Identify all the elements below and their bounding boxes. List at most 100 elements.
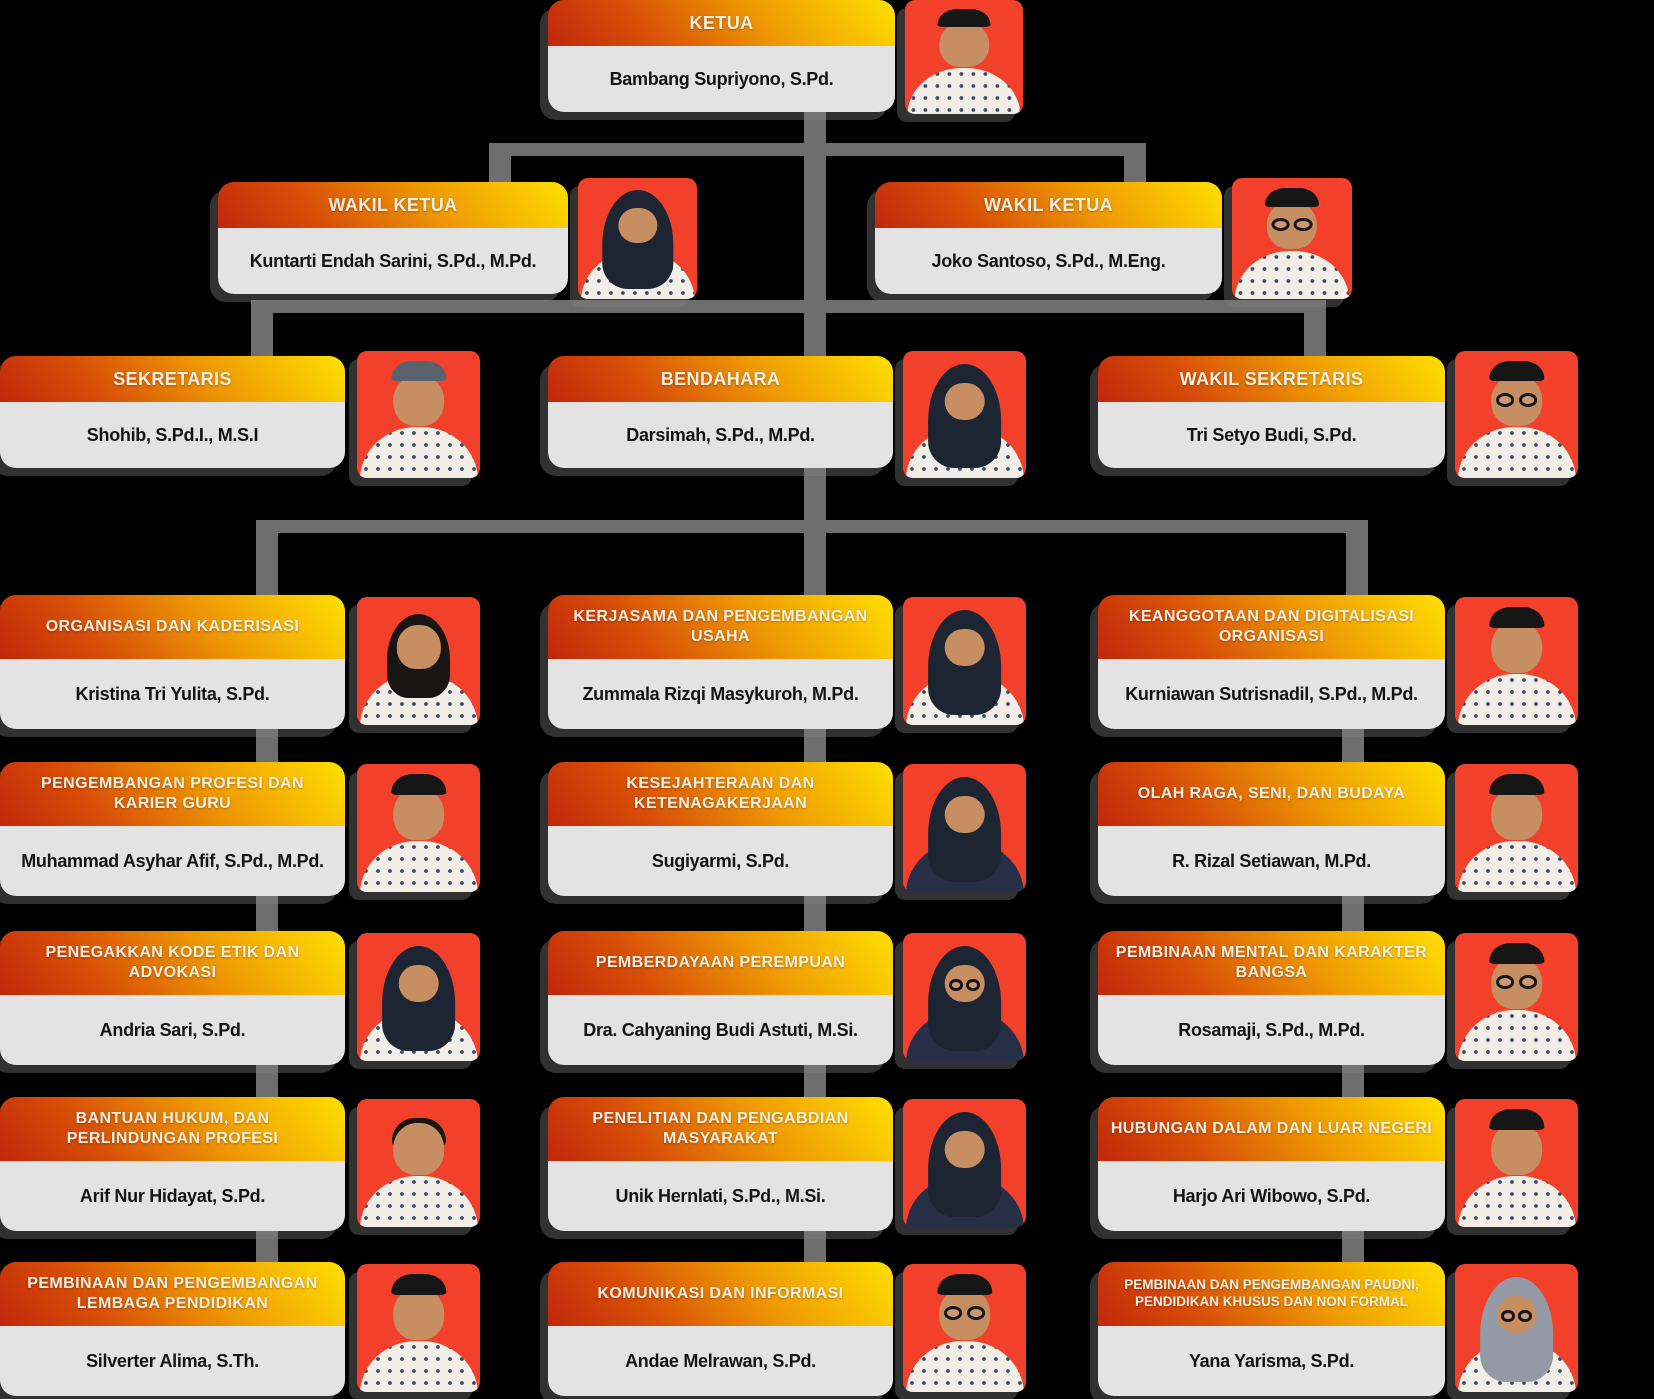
member-name: Darsimah, S.Pd., M.Pd.	[548, 402, 893, 468]
role-header: KERJASAMA DAN PENGEMBANGAN USAHA	[548, 595, 893, 659]
member-name: Muhammad Asyhar Afif, S.Pd., M.Pd.	[0, 826, 345, 896]
connector	[1342, 890, 1364, 936]
member-name: Kristina Tri Yulita, S.Pd.	[0, 659, 345, 729]
node-organisasi-kaderisasi: ORGANISASI DAN KADERISASI Kristina Tri Y…	[0, 595, 345, 729]
photo-shohib	[357, 351, 480, 478]
photo-andria-sari	[357, 933, 480, 1061]
avatar-face	[1490, 1123, 1543, 1175]
member-name: Shohib, S.Pd.I., M.S.I	[0, 402, 345, 468]
member-name: Yana Yarisma, S.Pd.	[1098, 1326, 1445, 1396]
member-name: Bambang Supriyono, S.Pd.	[548, 46, 895, 112]
peci-cap-icon	[1488, 607, 1545, 628]
peci-cap-icon	[937, 9, 991, 28]
connector	[251, 300, 273, 360]
member-name: Dra. Cahyaning Budi Astuti, M.Si.	[548, 995, 893, 1065]
node-pemberdayaan-perempuan: PEMBERDAYAAN PEREMPUAN Dra. Cahyaning Bu…	[548, 931, 893, 1065]
avatar-face	[396, 625, 441, 669]
avatar-face	[939, 21, 989, 68]
photo-muhammad-asyhar-afif	[357, 764, 480, 892]
role-header: KESEJAHTERAAN DAN KETENAGAKERJAAN	[548, 762, 893, 826]
role-header: PEMBINAAN DAN PENGEMBANGAN LEMBAGA PENDI…	[0, 1262, 345, 1326]
avatar-face	[1490, 621, 1543, 673]
node-paudni-nonformal: PEMBINAAN DAN PENGEMBANGAN PAUDNI, PENDI…	[1098, 1262, 1445, 1396]
connector	[804, 720, 826, 768]
avatar-face	[1490, 788, 1543, 840]
role-header: PENEGAKKAN KODE ETIK DAN ADVOKASI	[0, 931, 345, 995]
photo-sugiyarmi	[903, 764, 1026, 892]
role-header: PENELITIAN DAN PENGABDIAN MASYARAKAT	[548, 1097, 893, 1161]
peci-cap-icon	[1488, 774, 1545, 795]
peci-cap-icon	[1488, 361, 1545, 382]
connector	[256, 1060, 278, 1102]
role-header: KEANGGOTAAN DAN DIGITALISASI ORGANISASI	[1098, 595, 1445, 659]
avatar-torso	[1457, 1175, 1576, 1227]
node-bendahara: BENDAHARA Darsimah, S.Pd., M.Pd.	[548, 356, 893, 468]
peci-cap-icon	[1265, 187, 1319, 208]
avatar-torso	[359, 1340, 478, 1392]
member-name: Sugiyarmi, S.Pd.	[548, 826, 893, 896]
photo-darsimah	[903, 351, 1026, 478]
peci-cap-icon	[936, 1274, 993, 1295]
role-header: OLAH RAGA, SENI, DAN BUDAYA	[1098, 762, 1445, 826]
avatar-face	[617, 208, 658, 244]
peci-cap-icon	[1488, 943, 1545, 964]
photo-andae-melrawan	[903, 1264, 1026, 1392]
avatar-face	[944, 382, 985, 420]
node-wakil-sekretaris: WAKIL SEKRETARIS Tri Setyo Budi, S.Pd.	[1098, 356, 1445, 468]
member-name: R. Rizal Setiawan, M.Pd.	[1098, 826, 1445, 896]
glasses-icon	[1272, 218, 1313, 231]
connector	[804, 106, 826, 362]
avatar-face	[392, 1288, 445, 1340]
photo-kristina-tri-yulita	[357, 597, 480, 725]
avatar-face	[944, 796, 985, 834]
role-header: BENDAHARA	[548, 356, 893, 402]
glasses-icon	[1496, 975, 1538, 989]
avatar-face	[392, 788, 445, 840]
node-lembaga-pendidikan: PEMBINAAN DAN PENGEMBANGAN LEMBAGA PENDI…	[0, 1262, 345, 1396]
member-name: Joko Santoso, S.Pd., M.Eng.	[875, 228, 1222, 294]
photo-rizal-setiawan	[1455, 764, 1578, 892]
role-header: WAKIL KETUA	[218, 182, 568, 228]
avatar-face	[944, 1131, 985, 1169]
role-header: PEMBERDAYAAN PEREMPUAN	[548, 931, 893, 995]
member-name: Silverter Alima, S.Th.	[0, 1326, 345, 1396]
connector	[1342, 1225, 1364, 1267]
member-name: Andria Sari, S.Pd.	[0, 995, 345, 1065]
avatar-torso	[1457, 1009, 1576, 1061]
role-header: WAKIL SEKRETARIS	[1098, 356, 1445, 402]
role-header: WAKIL KETUA	[875, 182, 1222, 228]
node-bantuan-hukum: BANTUAN HUKUM, DAN PERLINDUNGAN PROFESI …	[0, 1097, 345, 1231]
role-header: HUBUNGAN DALAM DAN LUAR NEGERI	[1098, 1097, 1445, 1161]
avatar-torso	[1457, 673, 1576, 725]
avatar-torso	[1457, 840, 1576, 892]
node-kesejahteraan: KESEJAHTERAAN DAN KETENAGAKERJAAN Sugiya…	[548, 762, 893, 896]
node-pembinaan-mental: PEMBINAAN MENTAL DAN KARAKTER BANGSA Ros…	[1098, 931, 1445, 1065]
node-komunikasi-informasi: KOMUNIKASI DAN INFORMASI Andae Melrawan,…	[548, 1262, 893, 1396]
node-kode-etik-advokasi: PENEGAKKAN KODE ETIK DAN ADVOKASI Andria…	[0, 931, 345, 1065]
photo-unik-hernlati	[903, 1099, 1026, 1227]
connector	[1346, 520, 1368, 600]
connector	[489, 143, 1146, 156]
connector	[804, 890, 826, 936]
member-name: Andae Melrawan, S.Pd.	[548, 1326, 893, 1396]
photo-kuntarti-endah-sarini	[578, 178, 697, 299]
node-pengembangan-profesi: PENGEMBANGAN PROFESI DAN KARIER GURU Muh…	[0, 762, 345, 896]
member-name: Tri Setyo Budi, S.Pd.	[1098, 402, 1445, 468]
connector	[804, 460, 826, 526]
glasses-icon	[949, 979, 981, 991]
connector	[256, 890, 278, 936]
peci-cap-icon	[390, 361, 447, 382]
node-wakil-ketua-2: WAKIL KETUA Joko Santoso, S.Pd., M.Eng.	[875, 182, 1222, 294]
peci-cap-icon	[1488, 1109, 1545, 1130]
avatar-torso	[359, 427, 478, 478]
node-wakil-ketua-1: WAKIL KETUA Kuntarti Endah Sarini, S.Pd.…	[218, 182, 568, 294]
member-name: Kuntarti Endah Sarini, S.Pd., M.Pd.	[218, 228, 568, 294]
photo-yana-yarisma	[1455, 1264, 1578, 1392]
role-header: KOMUNIKASI DAN INFORMASI	[548, 1262, 893, 1326]
connector	[804, 1225, 826, 1267]
avatar-face	[398, 965, 439, 1003]
peci-cap-icon	[390, 774, 447, 795]
photo-zummala-rizqi-masykuroh	[903, 597, 1026, 725]
node-penelitian-pengabdian: PENELITIAN DAN PENGABDIAN MASYARAKAT Uni…	[548, 1097, 893, 1231]
